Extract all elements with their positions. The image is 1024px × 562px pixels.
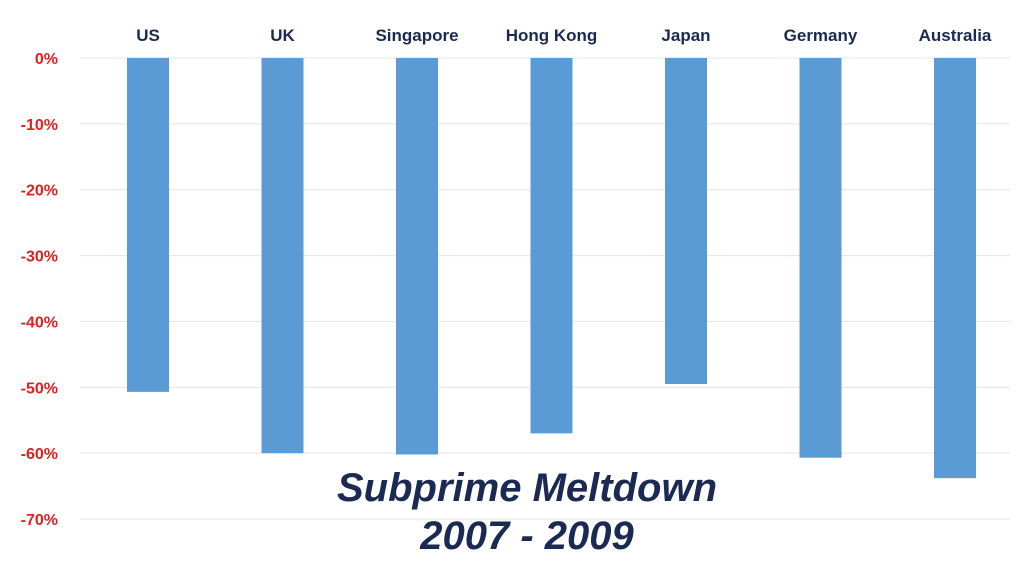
y-tick-label: 0% bbox=[35, 51, 58, 68]
bar-us bbox=[127, 58, 169, 392]
bar-germany bbox=[799, 58, 842, 458]
bar-australia bbox=[934, 58, 976, 479]
bar-hong-kong bbox=[530, 58, 573, 434]
chart-subtitle-years: 2007 - 2009 bbox=[420, 514, 634, 558]
y-tick-label: -70% bbox=[21, 512, 58, 529]
bar-japan bbox=[665, 58, 707, 384]
chart-title: Subprime Meltdown bbox=[337, 466, 717, 510]
y-tick-label: -30% bbox=[21, 249, 58, 266]
category-label: Germany bbox=[784, 26, 858, 45]
category-label: Singapore bbox=[375, 26, 458, 45]
y-tick-label: -50% bbox=[21, 380, 58, 397]
bar-uk bbox=[261, 58, 304, 454]
y-tick-label: -20% bbox=[21, 183, 58, 200]
category-label: Japan bbox=[661, 26, 710, 45]
category-label: Hong Kong bbox=[506, 26, 598, 45]
y-tick-label: -60% bbox=[21, 446, 58, 463]
y-tick-label: -40% bbox=[21, 314, 58, 331]
bar-singapore bbox=[396, 58, 438, 455]
category-label: UK bbox=[270, 26, 295, 45]
y-tick-label: -10% bbox=[21, 117, 58, 134]
category-label: Australia bbox=[919, 26, 992, 45]
category-label: US bbox=[136, 26, 160, 45]
